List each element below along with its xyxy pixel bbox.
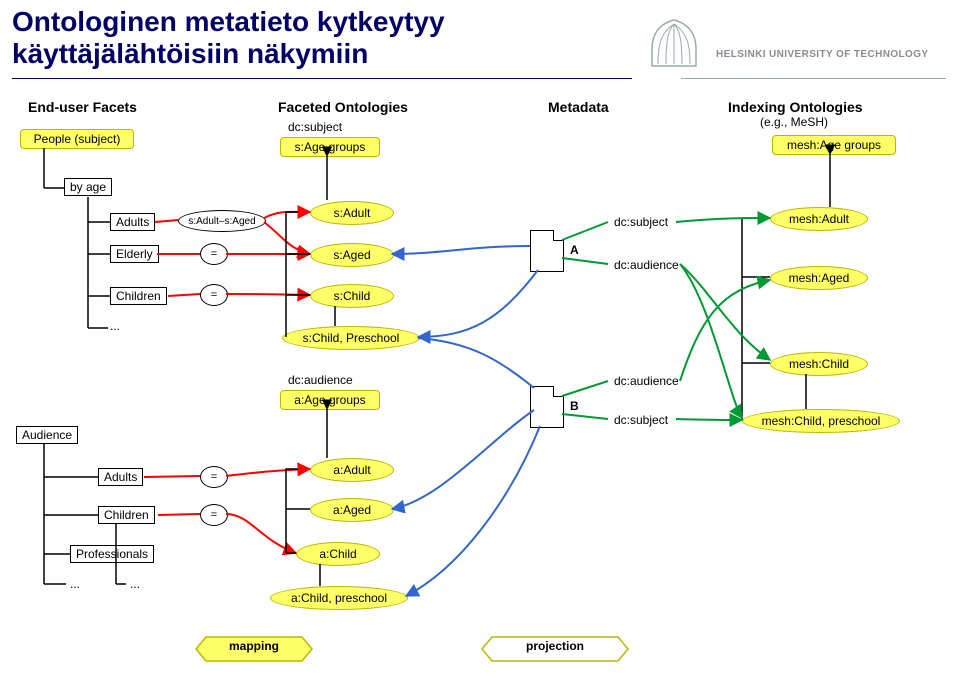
- hut-label: HELSINKI UNIVERSITY OF TECHNOLOGY: [716, 49, 928, 60]
- map-eq-1: =: [200, 243, 228, 265]
- a-adult-node: a:Adult: [310, 458, 394, 482]
- mesh-adult-node: mesh:Adult: [770, 207, 868, 231]
- doc-b-icon: [530, 386, 564, 428]
- s-aged-node: s:Aged: [310, 243, 394, 267]
- s-child-node: s:Child: [310, 284, 394, 308]
- legend-projection: projection: [480, 635, 630, 663]
- dc-subject-label: dc:subject: [288, 120, 342, 134]
- facet2-dots-2: ...: [130, 577, 140, 591]
- map-adult-aged: s:Adult–s:Aged: [178, 210, 266, 232]
- col-indexing-eg: (e.g., MeSH): [760, 115, 828, 129]
- hut-logo-icon: [644, 14, 704, 70]
- logo-rule: [681, 78, 946, 79]
- title-rule: [12, 78, 632, 79]
- a-child-pre-node: a:Child, preschool: [270, 586, 408, 610]
- col-faceted: Faceted Ontologies: [278, 99, 408, 115]
- a-age-groups-box: a:Age groups: [280, 390, 380, 410]
- col-indexing: Indexing Ontologies: [728, 99, 863, 115]
- facet2-adults: Adults: [98, 468, 143, 486]
- audience-box: Audience: [16, 426, 78, 444]
- legend-mapping-label: mapping: [194, 635, 314, 653]
- doc-b-label: B: [570, 399, 579, 413]
- s-age-groups-box: s:Age groups: [280, 137, 380, 157]
- map-eq-3: =: [200, 466, 228, 488]
- doc-a-label: A: [570, 243, 579, 257]
- doc-a-icon: [530, 230, 564, 272]
- facet1-elderly: Elderly: [110, 245, 159, 263]
- legend-mapping: mapping: [194, 635, 314, 663]
- facet2-children: Children: [98, 506, 155, 524]
- meta-a-dcaudience: dc:audience: [614, 258, 679, 272]
- map-eq-4: =: [200, 504, 228, 526]
- dc-audience-label: dc:audience: [288, 373, 353, 387]
- meta-b-dcaudience: dc:audience: [614, 374, 679, 388]
- facet2-prof: Professionals: [70, 545, 154, 563]
- title-line-1: Ontologinen metatieto kytkeytyy: [12, 6, 445, 37]
- people-subject-box: People (subject): [20, 129, 134, 149]
- legend-projection-label: projection: [480, 635, 630, 653]
- facet1-adults: Adults: [110, 213, 155, 231]
- title-line-2: käyttäjälähtöisiin näkymiin: [12, 38, 368, 69]
- mesh-age-groups-box: mesh:Age groups: [772, 135, 896, 155]
- s-child-pre-node: s:Child, Preschool: [282, 326, 420, 350]
- a-child-node: a:Child: [296, 542, 380, 566]
- mesh-child-pre-node: mesh:Child, preschool: [742, 409, 900, 433]
- a-aged-node: a:Aged: [310, 498, 394, 522]
- meta-b-dcsubject: dc:subject: [614, 413, 668, 427]
- mesh-aged-node: mesh:Aged: [770, 266, 868, 290]
- by-age-box: by age: [64, 178, 112, 196]
- map-eq-2: =: [200, 284, 228, 306]
- facet1-children: Children: [110, 287, 167, 305]
- col-end-user: End-user Facets: [28, 99, 137, 115]
- slide: Ontologinen metatieto kytkeytyy käyttäjä…: [0, 0, 959, 678]
- s-adult-node: s:Adult: [310, 201, 394, 225]
- slide-title: Ontologinen metatieto kytkeytyy käyttäjä…: [12, 6, 445, 70]
- meta-a-dcsubject: dc:subject: [614, 215, 668, 229]
- mesh-child-node: mesh:Child: [770, 352, 868, 376]
- facet1-dots: ...: [110, 319, 120, 333]
- col-metadata: Metadata: [548, 99, 609, 115]
- facet2-dots-1: ...: [70, 577, 80, 591]
